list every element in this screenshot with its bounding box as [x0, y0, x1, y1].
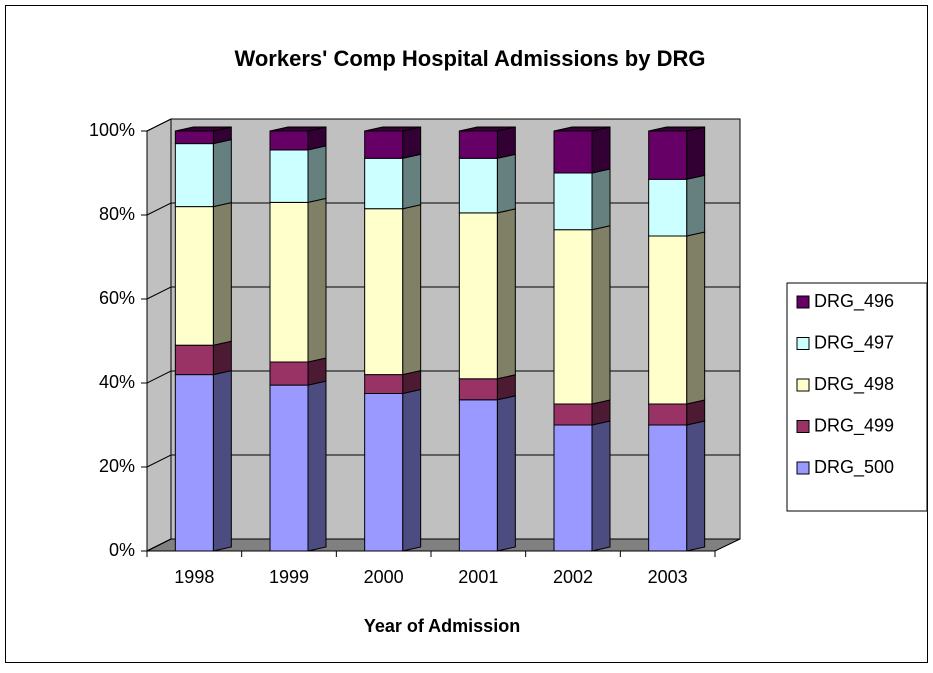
- bar-side: [591, 168, 611, 231]
- bar: [364, 393, 404, 552]
- x-tick-label: 1999: [269, 567, 309, 587]
- legend-label: DRG_499: [814, 415, 894, 436]
- bar: [553, 130, 593, 174]
- bar-side: [496, 126, 516, 159]
- x-tick-label: 2003: [648, 567, 688, 587]
- y-tick-label: 100%: [89, 120, 135, 140]
- bar-side: [496, 208, 516, 380]
- legend-swatch: [796, 420, 810, 433]
- bar-side: [307, 197, 327, 363]
- bar: [364, 374, 404, 395]
- bar: [553, 424, 593, 552]
- bar-side: [686, 174, 706, 237]
- bar-side: [591, 126, 611, 174]
- bar-top: [364, 126, 421, 132]
- bar-side: [212, 369, 232, 552]
- bar: [553, 229, 593, 405]
- bar-side: [212, 340, 232, 376]
- grid-line: [146, 286, 740, 300]
- bar-side: [686, 420, 706, 552]
- y-tick-label: 60%: [99, 288, 135, 308]
- bar: [269, 361, 309, 386]
- bar: [364, 208, 404, 376]
- legend-box: [786, 282, 928, 512]
- bar: [364, 157, 404, 210]
- bar: [174, 374, 214, 552]
- bar-side: [496, 153, 516, 214]
- bar: [553, 172, 593, 231]
- bar-side: [402, 126, 422, 159]
- bar-top: [175, 126, 232, 132]
- bar-top: [269, 126, 327, 132]
- bar: [648, 178, 688, 237]
- bar: [269, 130, 309, 151]
- x-tick-label: 2001: [458, 567, 498, 587]
- y-tick-label: 80%: [99, 204, 135, 224]
- legend-label: DRG_497: [814, 332, 894, 353]
- bar-side: [307, 380, 327, 552]
- legend-label: DRG_500: [814, 457, 894, 478]
- bar: [553, 403, 593, 426]
- bar-side: [686, 126, 706, 180]
- bar-side: [402, 153, 422, 210]
- x-tick-label: 2000: [364, 567, 404, 587]
- bar-side: [686, 231, 706, 405]
- bar: [648, 130, 688, 180]
- bar: [174, 344, 214, 376]
- bar: [174, 143, 214, 208]
- y-tick-label: 0%: [109, 540, 135, 560]
- bar-side: [402, 388, 422, 552]
- grid-line: [146, 118, 740, 132]
- bar-side: [591, 225, 611, 405]
- bar: [648, 424, 688, 552]
- bar-top: [648, 126, 705, 132]
- bar: [174, 206, 214, 346]
- bar-top: [553, 126, 611, 132]
- bar-side: [307, 145, 327, 204]
- bar: [458, 378, 498, 401]
- chart-title: Workers' Comp Hospital Admissions by DRG: [235, 46, 706, 71]
- bar: [458, 130, 498, 159]
- bar-side: [307, 357, 327, 386]
- legend-swatch: [796, 295, 810, 309]
- bar-side: [402, 204, 422, 376]
- bar: [648, 403, 688, 426]
- bar: [458, 212, 498, 380]
- legend-label: DRG_496: [814, 291, 894, 312]
- bar-side: [591, 420, 611, 552]
- y-tick-label: 20%: [99, 456, 135, 476]
- grid-line: [146, 538, 740, 552]
- bar: [364, 130, 404, 159]
- grid-line: [146, 454, 740, 468]
- bar: [648, 235, 688, 405]
- side-wall: [146, 118, 172, 552]
- legend-swatch: [796, 378, 810, 392]
- x-axis-label: Year of Admission: [364, 616, 520, 636]
- grid-line: [146, 202, 740, 216]
- legend-swatch: [796, 337, 810, 350]
- legend-swatch: [796, 461, 810, 475]
- bar-side: [212, 138, 232, 208]
- bar: [269, 149, 309, 203]
- grid-line: [146, 370, 740, 384]
- bar-side: [212, 201, 232, 346]
- bar-top: [459, 126, 516, 132]
- bar: [458, 399, 498, 552]
- bar-side: [496, 395, 516, 552]
- y-tick-label: 40%: [99, 372, 135, 392]
- bar: [269, 201, 309, 363]
- bar: [174, 130, 214, 145]
- legend-label: DRG_498: [814, 374, 894, 395]
- x-tick-label: 1998: [174, 567, 214, 587]
- bar: [269, 384, 309, 552]
- bar: [458, 157, 498, 214]
- x-tick-label: 2002: [553, 567, 593, 587]
